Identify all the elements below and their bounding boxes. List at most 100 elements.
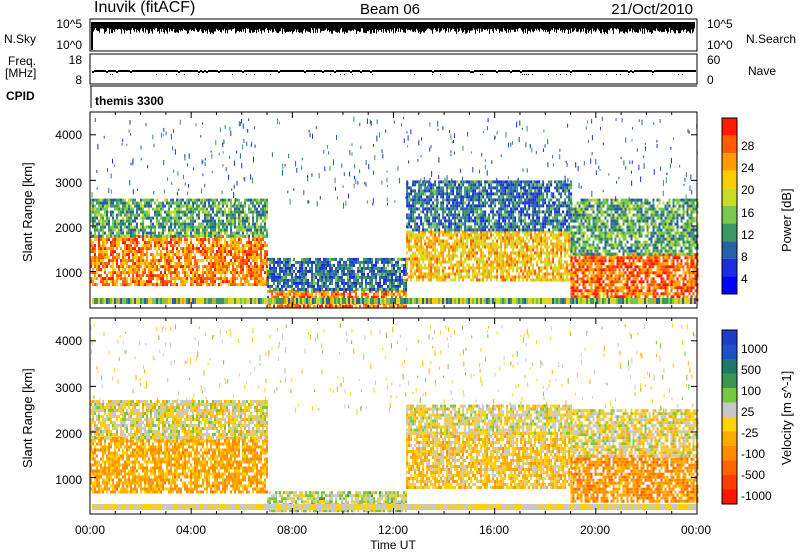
data-cell [208, 198, 210, 202]
noise-sky-bar [568, 22, 569, 34]
noise-sky-bar [172, 22, 173, 32]
data-cell [142, 225, 144, 229]
data-cell [106, 247, 108, 251]
freq-point [512, 70, 514, 72]
data-cell [464, 257, 467, 261]
data-cell [399, 257, 401, 261]
data-cell [301, 295, 303, 299]
noise-sky-bar [211, 22, 212, 33]
data-cell [122, 231, 124, 235]
data-cell [158, 210, 160, 214]
data-cell [198, 241, 200, 245]
data-cell [90, 235, 92, 239]
data-cell [448, 236, 451, 240]
data-cell [90, 262, 92, 266]
data-cell [104, 207, 106, 211]
data-cell [250, 253, 252, 257]
data-cell [482, 275, 485, 279]
data-cell [416, 248, 419, 252]
noise-sky-bar [460, 22, 461, 29]
data-cell [490, 248, 493, 252]
noise-sky-bar [244, 22, 245, 30]
data-cell [224, 250, 226, 254]
data-cell [277, 275, 279, 279]
data-cell [528, 257, 531, 261]
data-cell [281, 284, 283, 288]
data-cell [460, 275, 463, 279]
freq-point [312, 70, 314, 72]
data-cell [522, 275, 525, 279]
noise-sky-bar [444, 22, 445, 30]
data-cell [222, 204, 224, 208]
data-cell [470, 233, 473, 237]
freq-point [636, 70, 638, 72]
data-cell [96, 228, 98, 232]
data-cell [448, 248, 451, 252]
data-cell [204, 238, 206, 242]
data-cell [156, 207, 158, 211]
data-cell [192, 283, 194, 287]
data-cell [377, 289, 379, 293]
data-cell [379, 266, 381, 270]
data-cell [289, 292, 291, 296]
data-cell [128, 268, 130, 272]
data-cell [140, 274, 142, 278]
noise-sky-bar [642, 22, 643, 34]
data-cell [353, 272, 355, 276]
data-cell [136, 277, 138, 281]
data-cell [148, 207, 150, 211]
data-cell [506, 236, 509, 240]
noise-sky-bar [238, 22, 239, 31]
data-cell [273, 263, 275, 267]
data-cell [116, 201, 118, 205]
noise-sky-bar [233, 22, 234, 29]
data-cell [200, 244, 202, 248]
freq-point [634, 70, 636, 72]
data-cell [196, 265, 198, 269]
data-cell [144, 228, 146, 232]
noise-sky-bar [354, 22, 355, 30]
noise-sky-bar [222, 22, 223, 30]
data-cell [212, 241, 214, 245]
freq-point [356, 70, 358, 72]
noise-sky-bar [505, 22, 506, 32]
data-cell [522, 251, 525, 255]
freq-point [658, 70, 660, 72]
data-cell [502, 278, 505, 282]
data-cell [188, 256, 190, 260]
data-cell [410, 239, 413, 243]
data-cell [150, 247, 152, 251]
data-cell [250, 265, 252, 269]
noise-sky-bar [248, 22, 249, 29]
data-cell [524, 251, 527, 255]
data-cell [452, 242, 455, 246]
data-cell [116, 256, 118, 260]
data-cell [438, 254, 441, 258]
data-cell [230, 259, 232, 263]
data-cell [206, 238, 208, 242]
data-cell [228, 283, 230, 287]
data-cell [458, 275, 461, 279]
data-cell [186, 250, 188, 254]
data-cell [287, 260, 289, 264]
data-cell [146, 265, 148, 269]
data-cell [303, 295, 305, 299]
data-cell [307, 289, 309, 293]
data-cell [180, 210, 182, 214]
noise-sky-bar [427, 22, 428, 29]
freq-point [474, 70, 476, 72]
data-cell [323, 260, 325, 264]
data-cell [156, 234, 158, 238]
data-cell [170, 219, 172, 223]
data-cell [196, 271, 198, 275]
data-cell [281, 260, 283, 264]
freq-point [294, 70, 296, 72]
data-cell [192, 277, 194, 281]
data-cell [182, 271, 184, 275]
data-cell [405, 289, 407, 293]
data-cell [484, 269, 487, 273]
data-cell [381, 260, 383, 264]
data-cell [526, 254, 529, 258]
data-cell [146, 241, 148, 245]
data-cell [112, 277, 114, 281]
